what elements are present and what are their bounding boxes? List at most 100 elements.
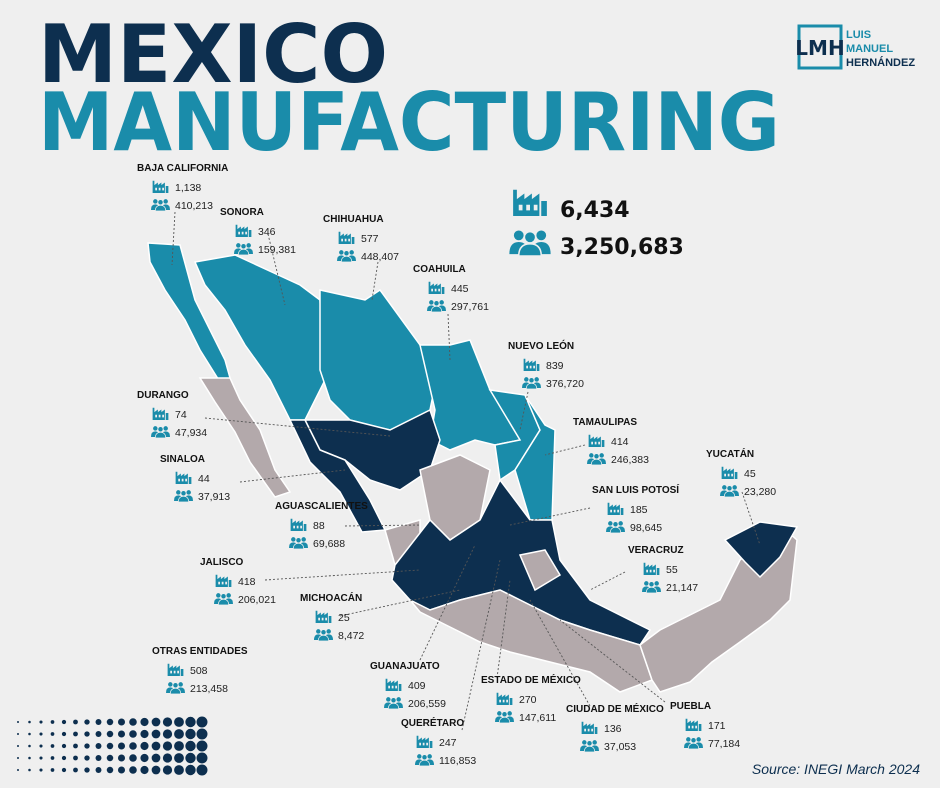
workers-icon xyxy=(151,425,170,438)
leader-line xyxy=(461,559,501,731)
leader-line xyxy=(419,544,476,661)
dot xyxy=(151,753,161,763)
workers-icon xyxy=(289,536,308,549)
dot xyxy=(28,756,31,760)
leader-line xyxy=(589,571,626,591)
workers: 37,053 xyxy=(604,741,636,753)
leader-line xyxy=(171,211,176,266)
dot xyxy=(17,757,19,759)
dot xyxy=(185,716,196,728)
workers-icon xyxy=(415,753,434,766)
factories: 418 xyxy=(238,576,256,588)
workers-icon xyxy=(508,229,552,256)
state-name: CHIHUAHUA xyxy=(323,214,384,225)
dot xyxy=(39,732,43,736)
dot xyxy=(196,716,208,728)
factories: 1,138 xyxy=(175,182,201,194)
dot xyxy=(162,765,173,775)
state-name: CIUDAD DE MÉXICO xyxy=(566,702,664,715)
dot xyxy=(106,754,114,762)
dot xyxy=(185,728,196,740)
workers-icon xyxy=(384,696,403,709)
dot xyxy=(162,753,173,763)
dot xyxy=(17,733,19,735)
factories: 55 xyxy=(666,564,678,576)
state-name: SAN LUIS POTOSÍ xyxy=(592,483,679,496)
dot xyxy=(174,753,184,763)
dot xyxy=(73,755,78,761)
dot xyxy=(174,741,184,751)
dot xyxy=(95,755,102,761)
workers-icon xyxy=(684,736,703,749)
dot xyxy=(174,717,184,727)
workers-icon xyxy=(337,249,356,262)
total-workers: 3,250,683 xyxy=(560,235,684,260)
leader-line xyxy=(204,417,391,437)
workers: 47,934 xyxy=(175,427,207,439)
dot xyxy=(106,730,114,738)
dot xyxy=(196,740,208,752)
factories: 414 xyxy=(611,436,629,448)
workers: 448,407 xyxy=(361,251,399,263)
workers: 246,383 xyxy=(611,454,649,466)
workers: 116,853 xyxy=(439,755,476,767)
dot xyxy=(50,768,55,772)
workers-icon xyxy=(234,242,253,255)
leader-line xyxy=(344,524,421,527)
leader-line xyxy=(267,233,286,306)
dot xyxy=(129,754,137,762)
dot xyxy=(151,729,161,739)
dot xyxy=(28,720,31,724)
dot xyxy=(151,741,161,751)
dot xyxy=(117,742,126,750)
workers-icon xyxy=(642,580,661,593)
state-name: AGUASCALIENTES xyxy=(275,501,368,512)
dot xyxy=(39,756,43,760)
dot xyxy=(73,767,78,773)
dot xyxy=(196,764,208,776)
factories: 445 xyxy=(451,283,469,295)
dot xyxy=(95,743,102,749)
workers: 8,472 xyxy=(338,630,364,642)
dot xyxy=(84,731,90,737)
dot xyxy=(73,719,78,725)
workers-icon xyxy=(720,484,739,497)
state-name: TAMAULIPAS xyxy=(573,417,637,428)
region xyxy=(288,419,387,533)
dot xyxy=(17,769,19,771)
workers: 37,913 xyxy=(198,491,230,503)
dot xyxy=(117,718,126,726)
state-name: QUERÉTARO xyxy=(401,716,464,729)
dot xyxy=(151,717,161,727)
leader-line xyxy=(264,569,421,581)
dot xyxy=(95,767,102,773)
dot xyxy=(174,765,184,775)
factories: 171 xyxy=(708,720,726,732)
dot xyxy=(117,730,126,738)
leader-line xyxy=(529,599,591,707)
dot xyxy=(50,744,55,748)
workers: 69,688 xyxy=(313,538,345,550)
workers-icon xyxy=(522,376,541,389)
dot xyxy=(185,740,196,752)
workers-icon xyxy=(214,592,233,605)
dot xyxy=(61,731,67,737)
state-name: SINALOA xyxy=(160,454,205,465)
factories: 74 xyxy=(175,409,187,421)
dot xyxy=(140,753,149,763)
state-name: MICHOACÁN xyxy=(300,591,362,604)
workers: 206,021 xyxy=(238,594,276,606)
dot xyxy=(140,729,149,739)
workers: 21,147 xyxy=(666,582,698,594)
dot xyxy=(84,743,90,749)
dot xyxy=(95,719,102,725)
dot xyxy=(106,718,114,726)
dot xyxy=(50,732,55,736)
leader-line xyxy=(741,491,761,546)
state-name: SONORA xyxy=(220,207,264,218)
state-name: NUEVO LEÓN xyxy=(508,339,574,352)
workers-icon xyxy=(166,681,185,694)
dot xyxy=(174,729,184,739)
